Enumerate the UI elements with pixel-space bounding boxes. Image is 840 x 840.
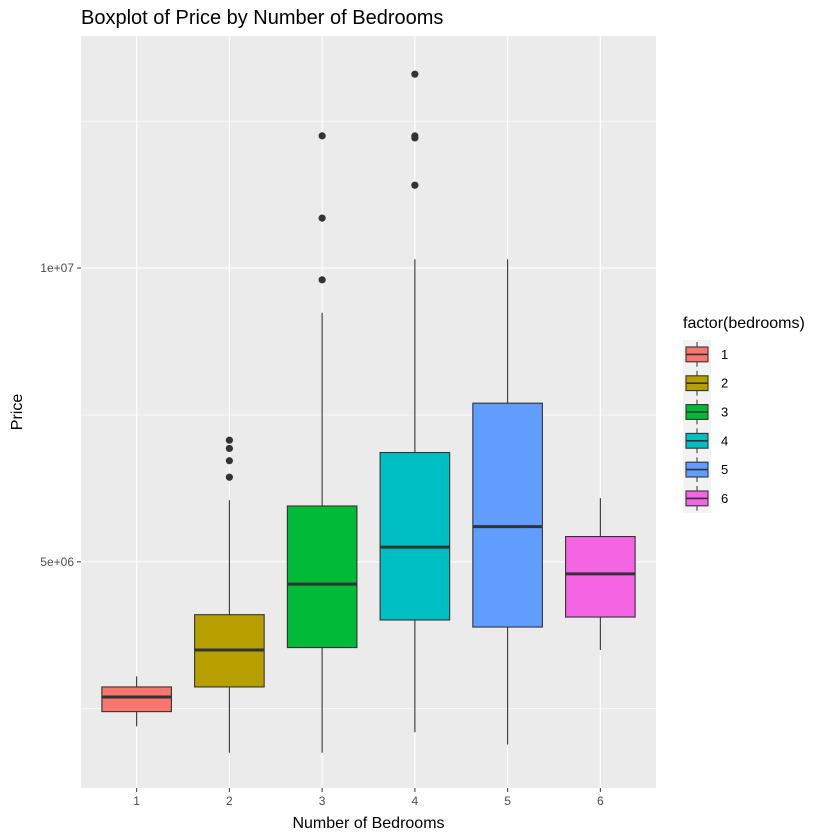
x-tick-label: 5 xyxy=(504,794,511,808)
outlier-point xyxy=(225,473,233,481)
outlier-point xyxy=(318,132,326,140)
box xyxy=(101,686,172,713)
legend-entry-1: 1 xyxy=(685,342,728,367)
box-group-4 xyxy=(379,70,451,733)
y-tick-label: 5e+06 xyxy=(40,555,74,569)
legend-label: 2 xyxy=(721,376,728,391)
y-axis-title: Price xyxy=(9,394,26,431)
box xyxy=(565,535,636,618)
outlier-point xyxy=(318,214,326,222)
y-tick-label: 1e+07 xyxy=(40,261,74,275)
plot-panel xyxy=(81,36,656,788)
legend-entry-3: 3 xyxy=(685,399,728,425)
outlier-point xyxy=(225,436,233,444)
legend-entry-6: 6 xyxy=(685,486,728,511)
legend-label: 1 xyxy=(721,347,728,362)
box xyxy=(472,402,543,628)
box-group-1 xyxy=(101,676,172,727)
legend-title: factor(bedrooms) xyxy=(683,315,805,332)
x-tick-label: 6 xyxy=(597,794,604,808)
outlier-point xyxy=(225,444,233,453)
legend: factor(bedrooms) 1 2 3 4 5 6 xyxy=(683,315,805,513)
box-group-2 xyxy=(194,436,265,753)
box xyxy=(379,451,451,621)
x-tick-label: 1 xyxy=(133,794,140,808)
legend-entry-2: 2 xyxy=(685,370,728,396)
x-tick-label: 3 xyxy=(319,794,326,808)
x-axis: 1 2 3 4 5 6 xyxy=(133,788,604,808)
legend-key-background xyxy=(683,340,711,513)
box-group-6 xyxy=(565,498,636,650)
x-tick-label: 2 xyxy=(226,794,233,808)
legend-label: 3 xyxy=(721,405,728,420)
outlier-point xyxy=(411,132,419,140)
box xyxy=(286,505,358,649)
boxes xyxy=(101,70,636,753)
y-axis: 5e+06 1e+07 xyxy=(40,261,81,569)
legend-label: 4 xyxy=(721,433,728,448)
box-group-5 xyxy=(472,259,543,745)
outlier-point xyxy=(225,457,233,465)
outlier-point xyxy=(411,70,419,78)
chart-title: Boxplot of Price by Number of Bedrooms xyxy=(81,7,443,29)
x-tick-label: 4 xyxy=(412,794,419,808)
box-group-3 xyxy=(286,132,358,753)
legend-entry-4: 4 xyxy=(685,428,728,454)
outlier-point xyxy=(411,181,419,189)
legend-label: 6 xyxy=(721,491,728,506)
legend-entry-5: 5 xyxy=(685,457,728,482)
x-axis-title: Number of Bedrooms xyxy=(292,815,444,832)
legend-label: 5 xyxy=(721,462,728,477)
outlier-point xyxy=(318,276,326,284)
